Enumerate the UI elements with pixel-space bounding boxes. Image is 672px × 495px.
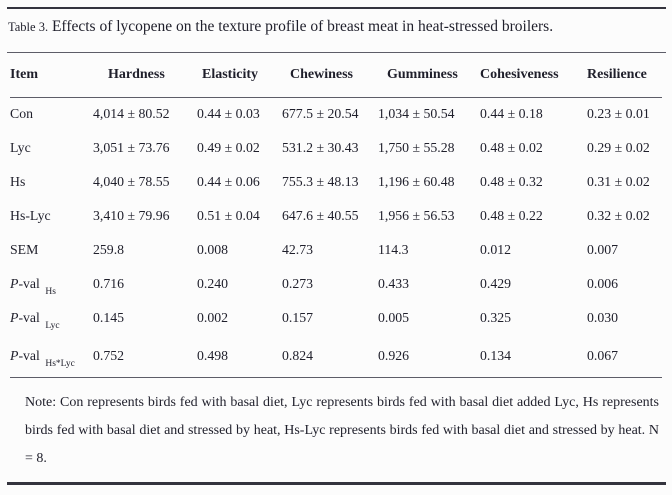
value-cell: 0.273	[282, 276, 314, 291]
value-cell: 0.926	[378, 347, 410, 363]
value-cell: 42.73	[282, 242, 314, 257]
value-cell: 0.44 ± 0.03	[197, 106, 260, 122]
row-label: Lyc	[10, 140, 31, 155]
table-row: Hs-Lyc 3,410 ± 79.96 0.51 ± 0.04 647.6 ±…	[10, 199, 662, 233]
value-cell: 531.2 ± 30.43	[282, 140, 359, 155]
value-cell: 0.002	[197, 310, 229, 325]
row-label: P-val Hs	[10, 276, 56, 297]
table-row: P-val Lyc 0.145 0.002 0.157 0.005 0.325 …	[10, 301, 662, 335]
top-rule	[7, 7, 666, 9]
texture-profile-table: Item Hardness Elasticity Chewiness Gummi…	[10, 53, 662, 378]
value-cell: 4,040 ± 78.55	[93, 174, 170, 189]
column-header-resilience: Resilience	[587, 53, 662, 98]
value-cell: 0.498	[197, 347, 229, 363]
column-header-cohesiveness: Cohesiveness	[480, 53, 587, 98]
value-cell: 0.433	[378, 276, 410, 291]
value-cell: 0.49 ± 0.02	[197, 140, 260, 155]
value-cell: 0.030	[587, 310, 619, 325]
bottom-rule	[7, 482, 666, 485]
value-cell: 114.3	[378, 242, 409, 257]
table-row: Lyc 3,051 ± 73.76 0.49 ± 0.02 531.2 ± 30…	[10, 131, 662, 165]
row-label: Hs-Lyc	[10, 208, 51, 223]
value-cell: 0.824	[282, 347, 314, 363]
caption-text: Effects of lycopene on the texture profi…	[48, 18, 554, 35]
value-cell: 0.51 ± 0.04	[197, 208, 260, 223]
table-row: Hs 4,040 ± 78.55 0.44 ± 0.06 755.3 ± 48.…	[10, 165, 662, 199]
caption-label: Table 3.	[8, 20, 49, 34]
row-label: SEM	[10, 242, 39, 257]
column-header-gumminess: Gumminess	[378, 53, 480, 98]
value-cell: 0.32 ± 0.02	[587, 208, 650, 223]
value-cell: 0.48 ± 0.32	[480, 174, 543, 189]
value-cell: 0.012	[480, 242, 512, 257]
column-header-elasticity: Elasticity	[197, 53, 282, 98]
value-cell: 4,014 ± 80.52	[93, 106, 170, 122]
value-cell: 0.145	[93, 310, 125, 325]
value-cell: 3,051 ± 73.76	[93, 140, 170, 155]
value-cell: 677.5 ± 20.54	[282, 106, 359, 122]
value-cell: 0.067	[587, 347, 619, 363]
row-label: Hs	[10, 174, 26, 189]
value-cell: 0.325	[480, 310, 512, 325]
value-cell: 0.23 ± 0.01	[587, 106, 650, 122]
value-cell: 647.6 ± 40.55	[282, 208, 359, 223]
value-cell: 0.752	[93, 347, 125, 363]
value-cell: 0.134	[480, 347, 512, 363]
value-cell: 0.240	[197, 276, 229, 291]
value-cell: 0.007	[587, 242, 619, 257]
table-row: SEM 259.8 0.008 42.73 114.3 0.012 0.007	[10, 233, 662, 267]
value-cell: 259.8	[93, 242, 125, 257]
value-cell: 0.44 ± 0.18	[480, 106, 543, 122]
value-cell: 0.48 ± 0.02	[480, 140, 543, 155]
value-cell: 1,956 ± 56.53	[378, 208, 455, 223]
value-cell: 0.48 ± 0.22	[480, 208, 543, 223]
row-label: Con	[10, 106, 33, 122]
column-header-hardness: Hardness	[93, 53, 197, 98]
table-row: Con 4,014 ± 80.52 0.44 ± 0.03 677.5 ± 20…	[10, 97, 662, 131]
value-cell: 0.429	[480, 276, 512, 291]
table-caption: Table 3. Effects of lycopene on the text…	[8, 16, 666, 38]
table-footnote: Note: Con represents birds fed with basa…	[25, 395, 659, 466]
value-cell: 0.716	[93, 276, 125, 291]
value-cell: 0.006	[587, 276, 619, 291]
row-label: P-val Lyc	[10, 310, 60, 331]
value-cell: 1,196 ± 60.48	[378, 174, 455, 189]
value-cell: 0.44 ± 0.06	[197, 174, 260, 189]
value-cell: 0.29 ± 0.02	[587, 140, 650, 155]
value-cell: 0.31 ± 0.02	[587, 174, 650, 189]
column-header-chewiness: Chewiness	[282, 53, 378, 98]
value-cell: 0.005	[378, 310, 410, 325]
value-cell: 3,410 ± 79.96	[93, 208, 170, 223]
value-cell: 0.008	[197, 242, 229, 257]
row-label: P-val Hs*Lyc	[10, 347, 75, 369]
caption-rule	[7, 52, 666, 53]
value-cell: 1,034 ± 50.54	[378, 106, 455, 122]
table-row: P-val Hs*Lyc 0.752 0.498 0.824 0.926 0.1…	[10, 335, 662, 377]
table-row: P-val Hs 0.716 0.240 0.273 0.433 0.429 0…	[10, 267, 662, 301]
value-cell: 0.157	[282, 310, 314, 325]
header-row: Item Hardness Elasticity Chewiness Gummi…	[10, 53, 662, 98]
value-cell: 1,750 ± 55.28	[378, 140, 455, 155]
value-cell: 755.3 ± 48.13	[282, 174, 359, 189]
column-header-item: Item	[10, 53, 93, 98]
